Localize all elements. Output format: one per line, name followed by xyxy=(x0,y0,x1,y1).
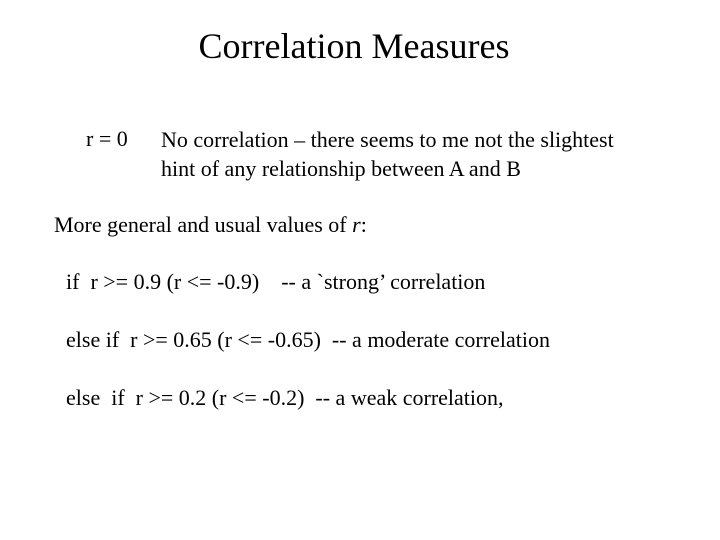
rule-moderate: else if r >= 0.65 (r <= -0.65) -- a mode… xyxy=(66,327,550,352)
rule-weak: else if r >= 0.2 (r <= -0.2) -- a weak c… xyxy=(66,385,504,410)
general-values-text: More general and usual values of xyxy=(54,212,353,237)
r-zero-description-line-2: hint of any relationship between A and B xyxy=(161,156,521,181)
r-zero-label: r = 0 xyxy=(86,126,128,151)
rule-strong: if r >= 0.9 (r <= -0.9) -- a `strong’ co… xyxy=(66,269,486,294)
slide-title: Correlation Measures xyxy=(198,26,510,66)
general-values-variable: r xyxy=(352,212,361,237)
general-values-heading: More general and usual values of r: xyxy=(54,211,367,239)
general-values-colon: : xyxy=(360,212,367,237)
r-zero-description: No correlation – there seems to me not t… xyxy=(161,125,614,183)
r-zero-description-line-1: No correlation – there seems to me not t… xyxy=(161,127,614,152)
